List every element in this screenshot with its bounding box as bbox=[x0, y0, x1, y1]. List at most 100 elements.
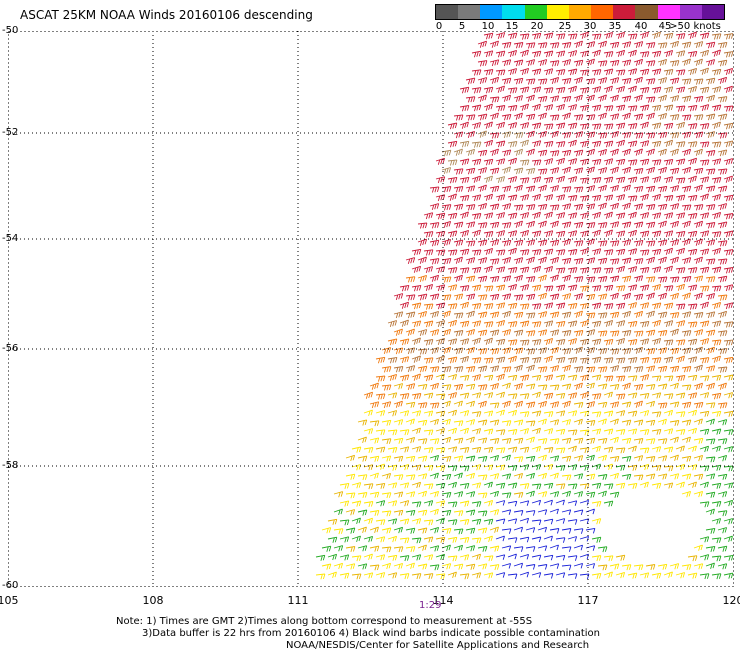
wind-barb bbox=[466, 528, 475, 534]
wind-barb bbox=[430, 204, 439, 210]
wind-barb bbox=[574, 403, 583, 408]
wind-barb bbox=[478, 114, 487, 120]
wind-barb bbox=[508, 88, 517, 94]
wind-barb bbox=[514, 438, 523, 444]
wind-barb bbox=[532, 51, 541, 57]
wind-barb bbox=[466, 329, 475, 336]
wind-map[interactable] bbox=[8, 31, 734, 587]
wind-barb bbox=[724, 285, 733, 291]
wind-barb bbox=[538, 257, 547, 264]
wind-barb bbox=[430, 330, 439, 336]
wind-barb bbox=[484, 51, 493, 57]
wind-barb bbox=[604, 250, 613, 256]
wind-barb bbox=[700, 105, 709, 111]
wind-barb bbox=[466, 97, 475, 103]
wind-barb bbox=[622, 258, 631, 264]
wind-barb bbox=[484, 266, 493, 273]
wind-barb bbox=[460, 159, 469, 165]
wind-barb bbox=[658, 257, 667, 264]
wind-barb bbox=[700, 50, 709, 57]
wind-barb bbox=[508, 447, 517, 453]
wind-barb bbox=[472, 483, 481, 489]
wind-barb bbox=[472, 573, 481, 579]
wind-barb bbox=[454, 564, 463, 570]
wind-barb bbox=[370, 402, 379, 408]
wind-barb bbox=[508, 177, 517, 183]
wind-barb bbox=[664, 357, 673, 363]
wind-barb bbox=[460, 375, 469, 380]
wind-barb bbox=[652, 249, 661, 255]
wind-barb bbox=[412, 374, 421, 381]
wind-barb bbox=[640, 213, 649, 219]
wind-map-canvas bbox=[8, 31, 734, 587]
wind-barb bbox=[532, 446, 541, 452]
wind-barb bbox=[460, 106, 469, 112]
wind-barb bbox=[562, 510, 571, 515]
wind-barb bbox=[484, 33, 493, 39]
wind-barb bbox=[634, 401, 643, 408]
wind-barb bbox=[604, 411, 613, 417]
wind-barb bbox=[484, 536, 493, 542]
wind-barb bbox=[334, 529, 343, 534]
wind-barb bbox=[550, 385, 559, 390]
wind-barb bbox=[706, 114, 715, 120]
wind-barb bbox=[466, 241, 475, 247]
wind-barb bbox=[700, 213, 709, 219]
wind-barb bbox=[496, 573, 505, 578]
wind-barb bbox=[472, 195, 481, 201]
wind-barb bbox=[448, 374, 457, 380]
wind-barb bbox=[448, 572, 457, 578]
wind-barb bbox=[580, 51, 589, 57]
wind-barb bbox=[658, 167, 667, 174]
wind-barb bbox=[490, 259, 499, 265]
wind-barb bbox=[706, 169, 715, 175]
wind-barb bbox=[412, 394, 421, 400]
wind-barb bbox=[610, 276, 619, 282]
wind-barb bbox=[532, 194, 541, 201]
wind-barb bbox=[694, 221, 703, 228]
wind-barb bbox=[502, 383, 511, 389]
wind-barb bbox=[664, 123, 673, 129]
wind-barb bbox=[688, 393, 697, 399]
wind-barb bbox=[694, 257, 703, 264]
wind-barb bbox=[424, 411, 433, 417]
wind-barb bbox=[382, 493, 391, 498]
wind-barb bbox=[532, 285, 541, 291]
wind-barb bbox=[412, 338, 421, 345]
wind-barb bbox=[448, 268, 457, 274]
wind-barb bbox=[508, 538, 517, 543]
wind-barb bbox=[490, 222, 499, 228]
wind-barb bbox=[460, 302, 469, 309]
wind-barb bbox=[514, 205, 523, 211]
wind-barb bbox=[538, 401, 547, 408]
wind-barb bbox=[658, 403, 667, 409]
wind-barb bbox=[466, 437, 475, 443]
wind-barb bbox=[406, 437, 415, 443]
wind-barb bbox=[418, 366, 427, 372]
wind-barb bbox=[634, 95, 643, 102]
wind-barb bbox=[484, 232, 493, 238]
wind-barb bbox=[682, 348, 691, 354]
wind-barb bbox=[658, 221, 667, 228]
wind-barb bbox=[400, 538, 409, 543]
wind-barb bbox=[598, 402, 607, 408]
wind-barb bbox=[724, 106, 733, 112]
wind-barb bbox=[712, 212, 721, 219]
wind-barb bbox=[634, 420, 643, 426]
wind-barb bbox=[580, 554, 589, 559]
wind-barb bbox=[412, 482, 421, 488]
wind-barb bbox=[586, 115, 595, 121]
y-tick-neg60: -60 bbox=[2, 580, 18, 591]
wind-barb bbox=[460, 466, 469, 471]
wind-barb bbox=[586, 564, 595, 569]
wind-barb bbox=[520, 321, 529, 327]
wind-barb bbox=[646, 311, 655, 318]
wind-barb bbox=[724, 34, 733, 40]
wind-barb bbox=[550, 492, 559, 498]
wind-barb bbox=[364, 573, 373, 579]
wind-barb bbox=[628, 106, 637, 112]
wind-barb bbox=[502, 204, 511, 210]
wind-barb bbox=[634, 276, 643, 282]
wind-barb bbox=[616, 231, 625, 237]
wind-barb bbox=[514, 330, 523, 336]
